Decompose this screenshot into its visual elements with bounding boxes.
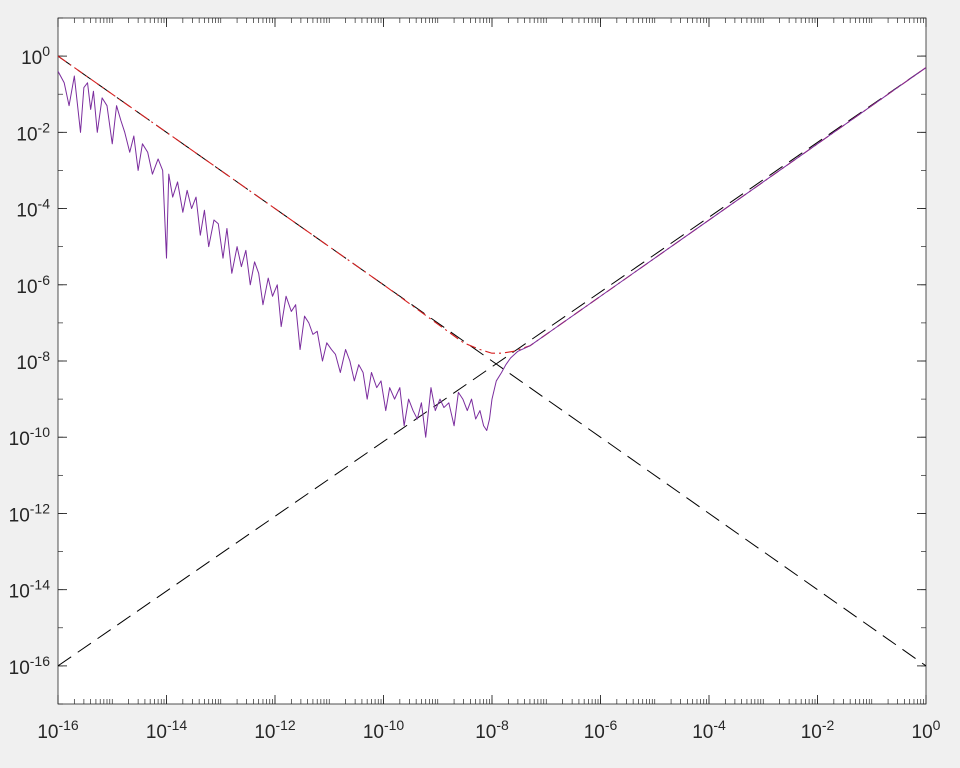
major-ticks	[57, 18, 927, 704]
series-line-1	[58, 55, 926, 667]
x-tick-label: 10-12	[254, 717, 296, 743]
y-tick-label: 10-12	[9, 500, 51, 526]
y-tick-label: 10-8	[16, 348, 50, 374]
x-tick-label: 10-4	[692, 717, 726, 743]
y-tick-label: 10-14	[9, 577, 51, 603]
y-tick-label: 10-2	[16, 119, 50, 145]
minor-ticks	[57, 17, 926, 705]
series-line-3	[58, 55, 926, 354]
x-tick-label: 10-2	[801, 717, 835, 743]
x-tick-label: 100	[912, 717, 941, 743]
y-tick-label: 10-16	[9, 653, 51, 679]
x-tick-label: 10-8	[475, 717, 509, 743]
y-tick-label: 10-10	[9, 424, 51, 450]
x-tick-label: 10-10	[363, 717, 405, 743]
y-tick-label: 100	[21, 43, 50, 69]
series-line-4	[58, 67, 926, 438]
x-tick-label: 10-6	[584, 717, 618, 743]
x-tick-label: 10-16	[37, 717, 79, 743]
series-layer	[58, 55, 926, 667]
x-tick-labels: 10-16 10-14 10-12 10-10 10-8 10-6 10-4 10-2 100	[37, 717, 940, 743]
y-tick-label: 10-4	[16, 196, 50, 222]
x-tick-label: 10-14	[146, 717, 188, 743]
y-tick-label: 10-6	[16, 272, 50, 298]
series-line-2	[58, 67, 926, 667]
y-tick-labels: 100 10-2 10-4 10-6 10-8 10-10 10-12 10-14 10-16	[9, 43, 51, 679]
